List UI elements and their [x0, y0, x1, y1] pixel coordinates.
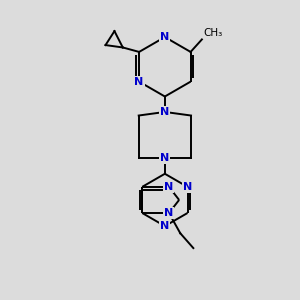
Text: N: N	[160, 153, 170, 163]
Text: N: N	[160, 32, 170, 42]
Text: N: N	[160, 107, 170, 117]
Text: N: N	[134, 76, 144, 87]
Text: N: N	[160, 221, 170, 231]
Text: N: N	[164, 182, 174, 192]
Text: N: N	[164, 208, 174, 218]
Text: CH₃: CH₃	[203, 28, 223, 38]
Text: N: N	[183, 182, 192, 192]
